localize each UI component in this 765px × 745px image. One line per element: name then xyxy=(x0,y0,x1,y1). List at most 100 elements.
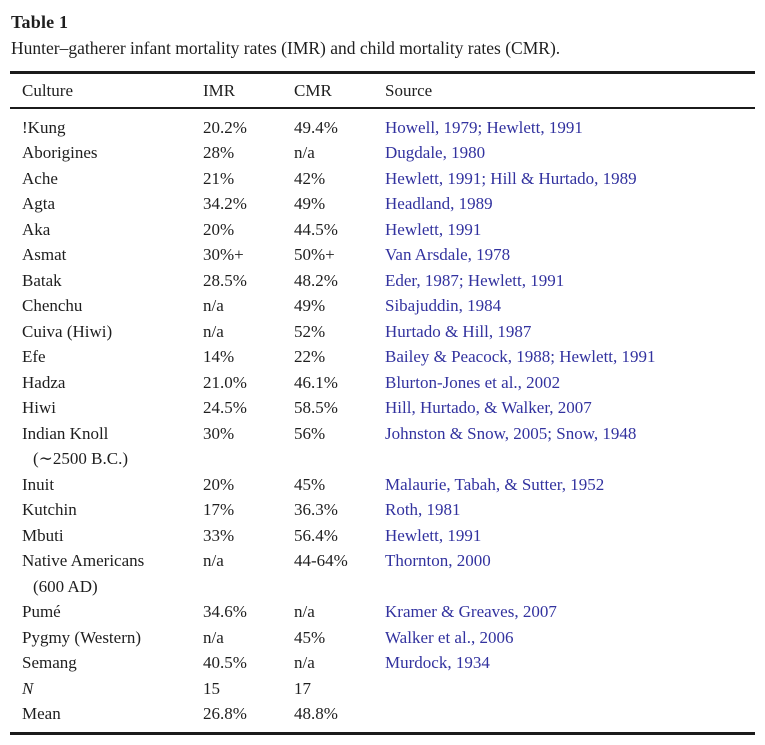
cell-culture: Cuiva (Hiwi) xyxy=(10,319,203,345)
cell-cmr: 49% xyxy=(294,194,326,213)
culture-name: Semang xyxy=(22,653,77,672)
cell-imr: 17% xyxy=(203,500,235,519)
cell-cmr: n/a xyxy=(294,653,315,672)
culture-name: N xyxy=(22,678,34,698)
cell-imr: 15 xyxy=(203,678,220,698)
cell-culture: Batak xyxy=(10,268,203,294)
cell-culture: Chenchu xyxy=(10,293,203,319)
cell-culture: Aborigines xyxy=(10,140,203,166)
source-citation-link[interactable]: Blurton-Jones et al., 2002 xyxy=(385,372,561,392)
cell-source: Thornton, 2000 xyxy=(385,548,755,574)
cell-imr: n/a xyxy=(203,627,224,647)
source-citation-link[interactable]: Hewlett, 1991; Hill & Hurtado, 1989 xyxy=(385,168,637,188)
cell-source: Eder, 1987; Hewlett, 1991 xyxy=(385,268,755,294)
table-row: Batak 28.5% 48.2% Eder, 1987; Hewlett, 1991 xyxy=(10,268,755,294)
cell-cmr: 56% xyxy=(294,423,326,443)
culture-name: Inuit xyxy=(22,474,55,494)
source-citation-link[interactable]: Hewlett, 1991 xyxy=(385,525,482,545)
cell-source: Hurtado & Hill, 1987 xyxy=(385,319,755,345)
cell-imr: 34.2% xyxy=(203,194,247,213)
source-citation-link[interactable]: Bailey & Peacock, 1988; Hewlett, 1991 xyxy=(385,347,656,366)
source-citation-link[interactable]: Hurtado & Hill, 1987 xyxy=(385,321,532,341)
cell-culture: Inuit xyxy=(10,472,203,498)
cell-cmr: 52% xyxy=(294,321,326,341)
table-row: Hiwi 24.5% 58.5% Hill, Hurtado, & Walker, 2… xyxy=(10,395,755,421)
source-citation-link[interactable]: Hewlett, 1991 xyxy=(385,219,482,239)
cell-cmr: 42% xyxy=(294,168,326,188)
culture-note: (600 AD) xyxy=(33,576,98,596)
table-label: Table 1 xyxy=(11,12,69,32)
column-header-culture: Culture xyxy=(22,81,73,100)
table-body: !Kung 20.2% 49.4% Howell, 1979; Hewlett, 19… xyxy=(10,109,755,732)
cell-imr: 20% xyxy=(203,219,235,239)
cell-imr: 34.6% xyxy=(203,602,247,621)
source-citation-link[interactable]: Murdock, 1934 xyxy=(385,653,490,672)
culture-name: Hadza xyxy=(22,372,66,392)
source-citation-link[interactable]: Howell, 1979; Hewlett, 1991 xyxy=(385,117,583,137)
table-row: Efe 14% 22% Bailey & Peacock, 1988; Hewlett… xyxy=(10,344,755,370)
cell-cmr: 46.1% xyxy=(294,372,338,392)
culture-name: Aborigines xyxy=(22,143,98,162)
cell-cmr: 22% xyxy=(294,347,326,366)
source-citation-link[interactable]: Walker et al., 2006 xyxy=(385,627,514,647)
source-citation-link[interactable]: Malaurie, Tabah, & Sutter, 1952 xyxy=(385,474,605,494)
cell-source: Dugdale, 1980 xyxy=(385,140,755,166)
culture-name: Kutchin xyxy=(22,500,77,519)
source-citation-link[interactable]: Johnston & Snow, 2005; Snow, 1948 xyxy=(385,423,637,443)
cell-cmr: 17 xyxy=(294,678,311,698)
table-row: Mean 26.8% 48.8% xyxy=(10,701,755,727)
table-row: Hadza 21.0% 46.1% Blurton-Jones et al., 200… xyxy=(10,370,755,396)
cell-source: Roth, 1981 xyxy=(385,497,755,523)
source-citation-link[interactable]: Thornton, 2000 xyxy=(385,551,491,570)
cell-culture: Mean xyxy=(10,701,203,727)
table-row: Cuiva (Hiwi) n/a 52% Hurtado & Hill, 1987 xyxy=(10,319,755,345)
culture-name: !Kung xyxy=(22,117,66,137)
culture-name: Ache xyxy=(22,168,58,188)
culture-name: Native Americans xyxy=(22,551,145,570)
table-row: Chenchu n/a 49% Sibajuddin, 1984 xyxy=(10,293,755,319)
cell-culture: Agta xyxy=(10,191,203,217)
table-row: Ache 21% 42% Hewlett, 1991; Hill & Hurtado,… xyxy=(10,166,755,192)
cell-imr: 20% xyxy=(203,474,235,494)
culture-name: Indian Knoll xyxy=(22,423,109,443)
table-row: Mbuti 33% 56.4% Hewlett, 1991 xyxy=(10,523,755,549)
table-row: Inuit 20% 45% Malaurie, Tabah, & Sutter, 19… xyxy=(10,472,755,498)
cell-cmr: 45% xyxy=(294,474,326,494)
source-citation-link[interactable]: Hill, Hurtado, & Walker, 2007 xyxy=(385,398,592,417)
table-row: Pumé 34.6% n/a Kramer & Greaves, 2007 xyxy=(10,599,755,625)
cell-culture: Ache xyxy=(10,166,203,192)
table-row: Asmat 30%+ 50%+ Van Arsdale, 1978 xyxy=(10,242,755,268)
cell-culture: Pygmy (Western) xyxy=(10,625,203,651)
cell-imr: 28% xyxy=(203,143,235,162)
cell-cmr: 36.3% xyxy=(294,500,338,519)
culture-name: Cuiva (Hiwi) xyxy=(22,321,113,341)
cell-cmr: 44-64% xyxy=(294,551,348,570)
cell-cmr: 44.5% xyxy=(294,219,338,239)
source-citation-link[interactable]: Headland, 1989 xyxy=(385,194,493,213)
cell-source: Van Arsdale, 1978 xyxy=(385,242,755,268)
cell-imr: 26.8% xyxy=(203,704,247,723)
source-citation-link[interactable]: Van Arsdale, 1978 xyxy=(385,245,511,264)
cell-source: Walker et al., 2006 xyxy=(385,625,755,651)
culture-name: Pumé xyxy=(22,602,61,621)
cell-imr: 14% xyxy=(203,347,235,366)
table-row: !Kung 20.2% 49.4% Howell, 1979; Hewlett, 19… xyxy=(10,115,755,141)
table-row: Kutchin 17% 36.3% Roth, 1981 xyxy=(10,497,755,523)
cell-imr: n/a xyxy=(203,296,224,315)
cell-source: Kramer & Greaves, 2007 xyxy=(385,599,755,625)
cell-culture: Pumé xyxy=(10,599,203,625)
cell-cmr: 50%+ xyxy=(294,245,335,264)
source-citation-link[interactable]: Eder, 1987; Hewlett, 1991 xyxy=(385,270,565,290)
cell-source: Hewlett, 1991; Hill & Hurtado, 1989 xyxy=(385,166,755,192)
cell-source: Johnston & Snow, 2005; Snow, 1948 xyxy=(385,421,755,447)
source-citation-link[interactable]: Sibajuddin, 1984 xyxy=(385,296,502,315)
table-header-row: Culture IMR CMR Source xyxy=(10,74,755,107)
cell-culture: Kutchin xyxy=(10,497,203,523)
table-row: Aborigines 28% n/a Dugdale, 1980 xyxy=(10,140,755,166)
cell-culture: N xyxy=(10,676,203,702)
source-citation-link[interactable]: Roth, 1981 xyxy=(385,500,461,519)
cell-culture: Hadza xyxy=(10,370,203,396)
source-citation-link[interactable]: Kramer & Greaves, 2007 xyxy=(385,602,557,621)
column-header-source: Source xyxy=(385,81,433,100)
source-citation-link[interactable]: Dugdale, 1980 xyxy=(385,143,486,162)
